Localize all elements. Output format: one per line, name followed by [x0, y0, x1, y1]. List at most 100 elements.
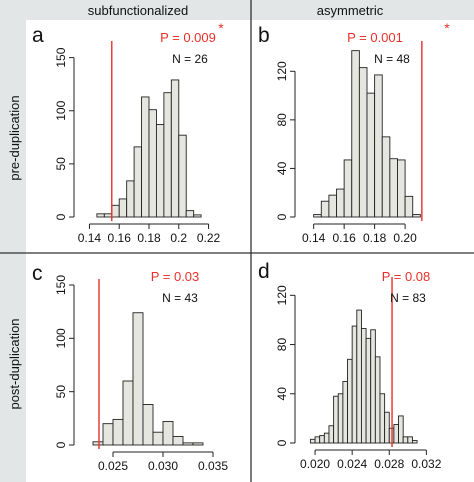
histogram-bar [163, 92, 172, 218]
p-value-label: P = 0.03 [151, 269, 200, 284]
y-tick-label: 50 [54, 157, 68, 171]
y-tick-label: 0 [275, 439, 289, 446]
x-tick-label: 0.22 [197, 231, 221, 245]
x-tick-label: 0.025 [98, 459, 128, 473]
histogram-bar [102, 423, 114, 446]
histogram-bar [333, 395, 339, 444]
x-tick-label: 0.14 [78, 231, 102, 245]
sample-size-label: N = 83 [390, 291, 426, 305]
histogram-bar [148, 109, 157, 218]
histogram-bar [347, 358, 353, 444]
x-tick-label: 0.18 [137, 231, 161, 245]
histogram-bar [351, 325, 358, 444]
p-value-label: P = 0.001 [347, 30, 403, 45]
histogram-bar [336, 188, 345, 218]
histogram-panel-b: b 0 40 80 120 0.14 0.16 0.18 0.20 P = 0.001 * N = 4… [258, 20, 450, 245]
panel-letter: d [258, 260, 270, 283]
p-value-label: P = 0.009 [160, 30, 216, 45]
histogram-bar [360, 328, 367, 444]
histogram-bar [112, 418, 124, 446]
x-tick-label: 0.20 [393, 231, 417, 245]
histogram-bar [374, 356, 381, 444]
histogram-bar [404, 195, 414, 218]
y-tick-label: 40 [275, 161, 289, 175]
histogram-bar [342, 381, 348, 444]
histogram-bar [192, 442, 204, 446]
significance-marker: * [218, 20, 224, 36]
histogram-bar [328, 194, 337, 218]
y-tick-label: 0 [54, 441, 68, 448]
histogram-bar [323, 432, 330, 444]
histogram-bar [397, 159, 406, 218]
histogram-bar [313, 214, 322, 218]
histogram-bar [185, 210, 195, 218]
p-value-label: P = 0.08 [382, 269, 431, 284]
histogram-bar [370, 329, 376, 444]
histogram-bar [162, 421, 174, 446]
histogram-bar [320, 200, 330, 218]
x-tick-label: 0.032 [411, 457, 441, 471]
y-tick-label: 150 [54, 47, 68, 67]
sample-size-label: N = 48 [374, 52, 410, 66]
x-tick-label: 0.024 [337, 457, 367, 471]
histogram-bar [358, 67, 368, 218]
row-header-bottom: post-duplication [7, 318, 22, 409]
x-tick-label: 0.16 [332, 231, 356, 245]
x-tick-label: 0.16 [108, 231, 132, 245]
histogram-bar [182, 442, 194, 446]
histogram-bar [402, 436, 409, 444]
histogram-bar [328, 425, 335, 444]
histogram-bar [365, 337, 372, 444]
x-tick-label: 0.2 [170, 231, 187, 245]
column-header-strip [0, 0, 474, 20]
histogram-bar [142, 404, 154, 446]
histogram-bar [152, 431, 164, 446]
histogram-bar [337, 393, 344, 444]
histogram-bar [412, 214, 421, 218]
column-header-left: subfunctionalized [88, 3, 188, 18]
y-tick-label: 100 [54, 328, 68, 348]
histogram-bar [122, 380, 134, 446]
histogram-bar [407, 436, 413, 444]
x-tick-label: 0.028 [374, 457, 404, 471]
histogram-bar [111, 204, 120, 218]
histogram-bar [141, 96, 150, 218]
y-tick-label: 80 [275, 338, 289, 352]
y-tick-label: 50 [54, 385, 68, 399]
histogram-bar [381, 136, 391, 218]
histogram-panel-a: a 0 50 100 150 0.14 0.16 0.18 0.2 0.22 P = 0.009* N… [32, 20, 224, 245]
histogram-bar [356, 309, 362, 444]
y-tick-label: 0 [54, 213, 68, 220]
histogram-bar [178, 134, 187, 218]
histogram-bar [384, 411, 390, 444]
histogram-bar [118, 198, 128, 218]
histogram-panel-c: c 0 50 100 150 0.025 0.030 0.035 P = 0.03 N = 43 [32, 262, 228, 473]
histogram-bar [103, 213, 113, 218]
x-tick-label: 0.030 [148, 459, 178, 473]
row-header-strip [0, 0, 26, 482]
histogram-bar [374, 74, 383, 218]
histogram-bar [379, 393, 386, 444]
histogram-bar [319, 435, 325, 444]
panel-letter: a [32, 24, 44, 47]
histogram-bar [133, 146, 143, 218]
y-tick-label: 0 [275, 213, 289, 220]
histogram-bar [96, 213, 105, 218]
histogram-bar [193, 214, 202, 218]
histogram-bar [132, 312, 144, 446]
histogram-bar [393, 424, 399, 444]
histogram-bar [314, 436, 321, 444]
histogram-bar [172, 436, 184, 446]
column-header-right: asymmetric [317, 3, 384, 18]
x-tick-label: 0.14 [302, 231, 326, 245]
histogram-bar [170, 79, 180, 218]
histogram-bar [343, 159, 353, 218]
y-tick-label: 150 [54, 275, 68, 295]
histogram-bar [389, 158, 398, 218]
histogram-panel-d: d 0 40 80 120 0.020 0.024 0.028 0.032 P = 0.08 N =… [258, 260, 442, 471]
x-tick-label: 0.035 [198, 459, 228, 473]
y-tick-label: 100 [54, 100, 68, 120]
significance-marker: * [444, 20, 450, 36]
histogram-bar [155, 124, 165, 218]
